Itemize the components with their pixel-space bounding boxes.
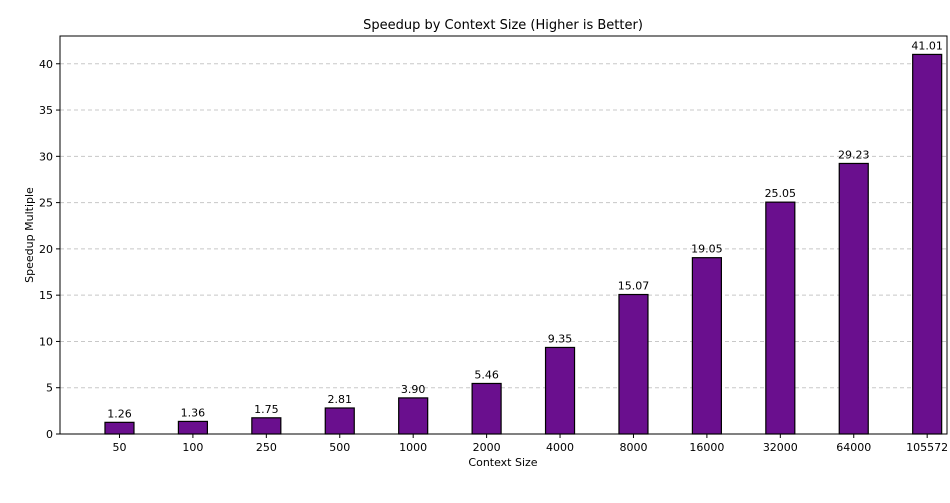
bar [324, 407, 355, 435]
bar [544, 346, 576, 435]
grid-layer [60, 63, 947, 389]
bar [177, 420, 209, 435]
x-tick-label: 2000 [473, 441, 501, 454]
x-tick-label: 250 [256, 441, 277, 454]
y-tick-label: 0 [46, 428, 53, 441]
y-tick-label: 35 [39, 104, 53, 117]
bar-value-label: 9.35 [548, 332, 573, 345]
bar-value-label: 25.05 [765, 187, 797, 200]
bar [618, 293, 649, 435]
bar-layer [104, 53, 943, 435]
x-tick-label: 100 [182, 441, 203, 454]
bar [912, 53, 943, 435]
x-tick-label: 105572 [906, 441, 948, 454]
y-tick-layer: 0 5 10 15 20 25 30 35 40 [39, 58, 60, 441]
x-tick-label: 500 [329, 441, 350, 454]
bar [251, 417, 282, 435]
bar [691, 257, 722, 435]
bar [471, 382, 502, 435]
y-tick-label: 15 [39, 289, 53, 302]
y-tick-label: 25 [39, 197, 53, 210]
y-axis-title: Speedup Multiple [23, 187, 36, 283]
x-tick-label: 16000 [689, 441, 724, 454]
x-tick-label: 8000 [619, 441, 647, 454]
x-tick-label: 1000 [399, 441, 427, 454]
bar-value-label: 15.07 [618, 280, 650, 293]
y-tick-label: 20 [39, 243, 53, 256]
bar-value-label: 2.81 [328, 393, 353, 406]
bar-value-label: 1.36 [181, 406, 206, 419]
x-tick-label: 64000 [836, 441, 871, 454]
bar [398, 397, 429, 435]
bar-value-label: 5.46 [474, 368, 499, 381]
bar-value-label: 19.05 [691, 243, 723, 256]
x-axis-title: Context Size [468, 456, 537, 469]
x-tick-label: 50 [112, 441, 126, 454]
y-tick-label: 5 [46, 382, 53, 395]
bar [838, 162, 869, 435]
bar-value-label: 1.26 [107, 407, 132, 420]
x-tick-label: 32000 [763, 441, 798, 454]
y-tick-label: 30 [39, 150, 53, 163]
bar-value-label: 41.01 [911, 39, 943, 52]
bar [104, 421, 135, 435]
y-tick-label: 10 [39, 335, 53, 348]
label-layer: 1.26 1.36 1.75 2.81 3.90 5.46 9.35 15.07 19.05 25… [107, 39, 943, 420]
bar [765, 201, 796, 435]
bar-value-label: 29.23 [838, 148, 870, 161]
chart-title: Speedup by Context Size (Higher is Bette… [363, 18, 643, 33]
bar-value-label: 1.75 [254, 403, 279, 416]
y-tick-label: 40 [39, 58, 53, 71]
plot-frame [59, 35, 948, 435]
x-tick-layer: 50 100 250 500 1000 2000 4000 8000 16000 32000 640… [112, 434, 948, 454]
x-tick-label: 4000 [546, 441, 574, 454]
bar-value-label: 3.90 [401, 383, 426, 396]
